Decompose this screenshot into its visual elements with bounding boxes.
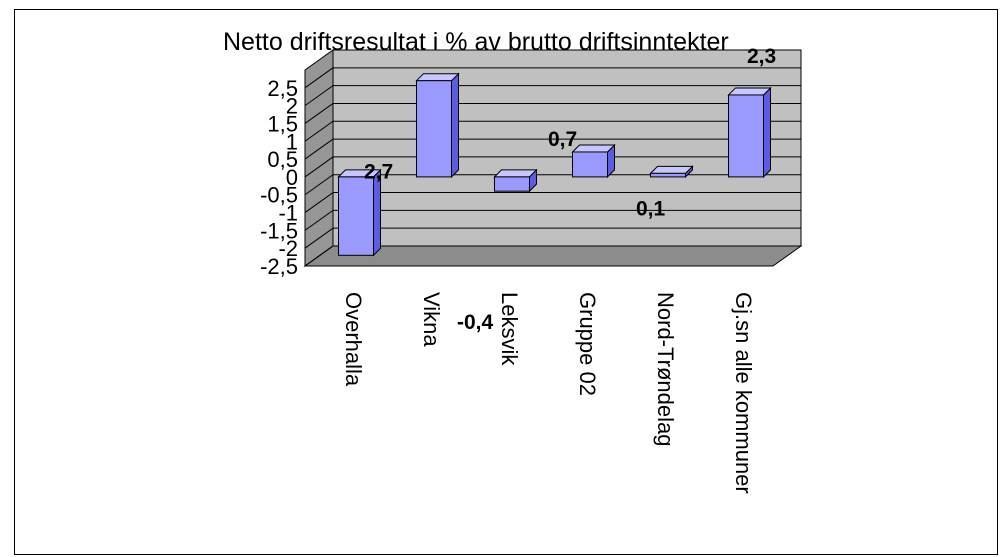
y-tick-label-10: -2,5 bbox=[260, 254, 298, 279]
bar-front-4 bbox=[650, 172, 686, 178]
bar-top-3 bbox=[571, 144, 616, 153]
y-tick-label-7: -1 bbox=[278, 201, 298, 226]
y-tick-label-0: 2,5 bbox=[267, 76, 298, 101]
y-tick-label-1: 2 bbox=[286, 94, 298, 119]
bar-front-1 bbox=[416, 80, 452, 178]
y-axis-ticks: 2,521,510,50-0,5-1-1,5-2-2,5 bbox=[260, 76, 298, 279]
y-tick-label-6: -0,5 bbox=[260, 183, 298, 208]
y-tick-label-8: -1,5 bbox=[260, 218, 298, 243]
gridline-side-1 bbox=[304, 85, 334, 107]
bar-side-1 bbox=[451, 72, 459, 179]
data-label-1: 2,7 bbox=[364, 161, 393, 184]
category-label-2: Leksvik bbox=[497, 292, 522, 366]
bar-front-2 bbox=[494, 176, 530, 192]
gridline-side-5 bbox=[304, 156, 334, 178]
bar-top-4 bbox=[649, 165, 694, 174]
bar-top-5 bbox=[727, 87, 772, 96]
gridline-side-9 bbox=[304, 227, 334, 249]
bar-1 bbox=[415, 72, 460, 179]
bar-0 bbox=[337, 168, 382, 257]
bar-2 bbox=[493, 168, 538, 193]
y-tick-label-2: 1,5 bbox=[267, 111, 298, 136]
data-label-5: 2,3 bbox=[747, 45, 776, 68]
data-label-0: -2,2 bbox=[294, 553, 330, 557]
gridline-side-4 bbox=[304, 138, 334, 160]
data-label-4: 0,1 bbox=[636, 197, 666, 220]
bar-top-2 bbox=[493, 169, 538, 178]
category-label-5: Gj.sn alle kommuner bbox=[731, 292, 756, 494]
gridline-side-3 bbox=[304, 120, 334, 142]
bar-front-5 bbox=[728, 94, 764, 178]
chart-title: Netto driftsresultat i % av brutto drift… bbox=[223, 28, 729, 56]
gridlines bbox=[304, 67, 801, 267]
bar-top-1 bbox=[415, 73, 460, 82]
gridline-side-10 bbox=[304, 245, 334, 267]
category-label-0: Overhalla bbox=[341, 292, 366, 387]
category-label-4: Nord-Trøndelag bbox=[653, 292, 678, 446]
gridline-side-7 bbox=[304, 192, 334, 213]
side-wall bbox=[304, 49, 334, 267]
bar-front-3 bbox=[572, 151, 608, 178]
gridline-side-2 bbox=[304, 103, 334, 124]
gridline-side-6 bbox=[304, 174, 334, 196]
bar-3 bbox=[571, 143, 616, 179]
category-label-3: Gruppe 02 bbox=[575, 292, 600, 396]
y-tick-label-5: 0 bbox=[286, 165, 298, 190]
data-labels: -2,2 2,7 -0,4 0,7 0,1 2,3 bbox=[294, 45, 776, 557]
bar-4 bbox=[649, 165, 694, 179]
bar-5 bbox=[727, 86, 772, 179]
category-label-1: Vikna bbox=[419, 292, 444, 347]
y-tick-label-4: 0,5 bbox=[267, 147, 298, 172]
bar-front-0 bbox=[338, 176, 374, 256]
category-labels: Overhalla Vikna Leksvik Gruppe 02 Nord-Trønd… bbox=[341, 292, 756, 494]
gridline-side-8 bbox=[304, 209, 334, 231]
data-label-2: -0,4 bbox=[457, 311, 494, 334]
gridline-side-0 bbox=[304, 67, 334, 89]
y-tick-label-3: 1 bbox=[286, 129, 298, 154]
data-label-3: 0,7 bbox=[548, 128, 577, 151]
bars bbox=[337, 72, 772, 257]
y-tick-label-9: -2 bbox=[278, 236, 298, 261]
bar-side-5 bbox=[763, 86, 771, 179]
